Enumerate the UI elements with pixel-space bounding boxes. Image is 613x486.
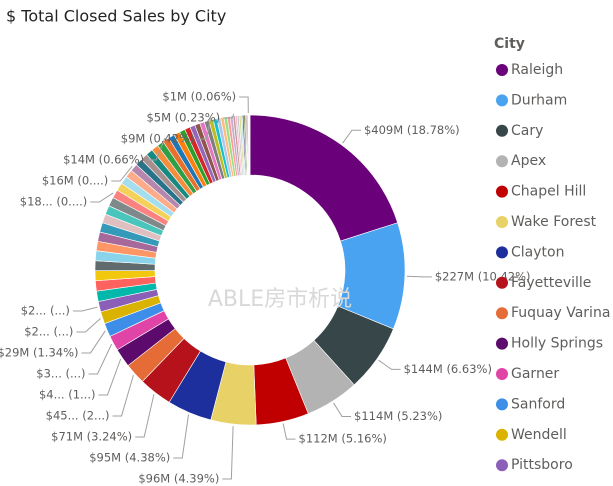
leader-line	[147, 137, 166, 161]
legend-title: City	[494, 36, 525, 52]
leader-line	[197, 117, 211, 140]
legend-label: Fuquay Varina	[511, 305, 610, 321]
data-label: $409M (18.78%)	[364, 123, 460, 137]
legend-marker	[496, 428, 508, 441]
data-label: $29M (1.34%)	[0, 345, 79, 359]
leader-line	[239, 96, 249, 114]
legend-marker	[496, 307, 508, 320]
legend-marker	[496, 398, 508, 411]
chart-title: $ Total Closed Sales by City	[6, 7, 226, 26]
legend-label: Clayton	[511, 244, 564, 260]
leader-line	[173, 414, 190, 459]
data-label: $45... (2...)	[46, 408, 110, 422]
leader-line	[88, 343, 113, 375]
legend-marker	[496, 276, 508, 289]
leader-line	[223, 113, 235, 119]
legend-marker	[496, 368, 508, 380]
data-label: $9M (0.42%)	[121, 132, 195, 146]
legend-marker	[496, 155, 508, 168]
legend-marker	[496, 64, 508, 76]
data-label: $2... (...)	[21, 303, 70, 317]
legend-marker	[496, 337, 508, 350]
legend-label: Wake Forest	[511, 214, 597, 230]
data-label: $3... (...)	[36, 366, 85, 380]
leader-line	[282, 423, 296, 440]
legend-label: Pittsboro	[511, 457, 573, 473]
data-label: $71M (3.24%)	[51, 429, 132, 443]
leader-line	[342, 129, 361, 144]
legend-label: Sanford	[511, 396, 565, 412]
leader-line	[76, 317, 101, 333]
leader-line	[111, 165, 133, 182]
legend-marker	[496, 246, 508, 259]
legend-marker	[496, 94, 508, 107]
data-label: $16M (0....)	[42, 174, 108, 188]
legend-label: Wendell	[511, 427, 567, 443]
legend-label: Chapel Hill	[511, 184, 586, 200]
data-label: $96M (4.39%)	[138, 471, 219, 485]
data-label: $95M (4.38%)	[89, 450, 170, 464]
leader-line	[333, 402, 352, 417]
legend-label: Durham	[511, 92, 567, 108]
legend-marker	[496, 216, 508, 228]
leader-line	[98, 358, 122, 396]
data-label: $1M (0.06%)	[162, 90, 236, 104]
legend-label: Fayetteville	[511, 275, 591, 291]
legend-label: Garner	[511, 366, 559, 382]
data-label: $18... (0....)	[20, 195, 87, 209]
leader-line	[72, 306, 98, 312]
leader-line	[135, 394, 155, 438]
leader-line	[378, 359, 401, 370]
watermark: ABLE房市析说	[208, 287, 352, 312]
legend-label: Holly Springs	[511, 336, 603, 352]
legend-label: Cary	[511, 123, 543, 139]
leader-line	[112, 374, 134, 417]
data-label: $5M (0.23%)	[146, 111, 220, 125]
data-label: $2... (...)	[24, 324, 73, 338]
leader-line	[81, 330, 106, 354]
legend-marker	[496, 459, 508, 472]
data-label: $114M (5.23%)	[354, 409, 442, 423]
leader-line	[90, 192, 114, 203]
data-label: $144M (6.63%)	[404, 362, 492, 376]
legend-label: Raleigh	[511, 62, 563, 78]
data-label: $112M (5.16%)	[299, 432, 387, 446]
leader-line	[406, 275, 432, 278]
leader-line	[222, 426, 234, 480]
legend-label: Apex	[511, 153, 546, 169]
legend-marker	[496, 185, 508, 198]
data-label: $14M (0.66%)	[63, 153, 144, 167]
legend-marker	[496, 124, 508, 137]
data-label: $4... (1...)	[39, 387, 96, 401]
